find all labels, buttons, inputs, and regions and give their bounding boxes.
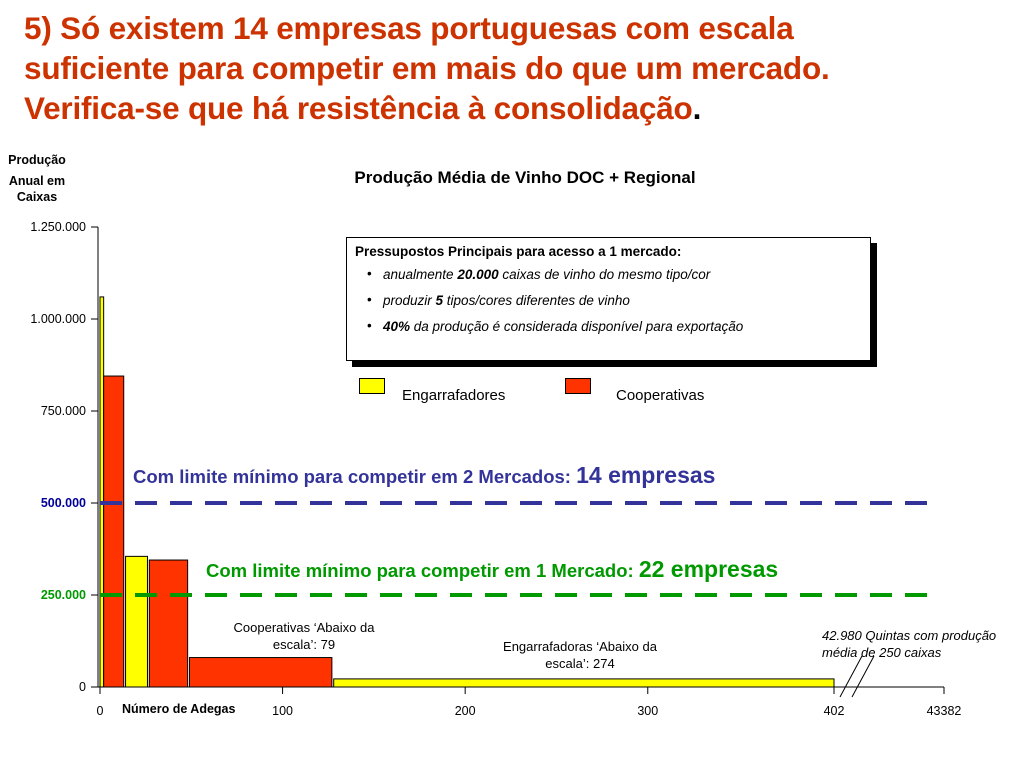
legend-swatch-cooperativas xyxy=(565,378,591,394)
limit-label-1-market: Com limite mínimo para competir em 1 Mer… xyxy=(206,556,779,582)
annotation-coops-below-scale: Cooperativas ‘Abaixo da escala’: 79 xyxy=(233,620,375,652)
bar-cooperativas xyxy=(188,657,333,688)
legend-label-cooperativas: Cooperativas xyxy=(616,387,705,404)
annotation-quintas-line-2: média de 250 caixas xyxy=(822,645,942,660)
legend-label-engarrafadores: Engarrafadores xyxy=(402,387,506,404)
x-tick-label: 100 xyxy=(272,704,293,718)
assumption-item: anualmente 20.000 caixas de vinho do mes… xyxy=(355,266,862,282)
x-tick-label: 43382 xyxy=(927,704,962,718)
y-axis-label: Produção Anual em Caixas xyxy=(0,150,74,205)
title-line-3: Verifica-se que há resistência à consoli… xyxy=(24,90,693,126)
y-axis-label-line: Anual em xyxy=(8,174,66,188)
legend-swatch-engarrafadores xyxy=(359,378,385,394)
x-tick-label: 300 xyxy=(637,704,658,718)
axis-break-mark xyxy=(839,655,863,698)
x-axis-label: Número de Adegas xyxy=(122,702,236,716)
assumptions-title: Pressupostos Principais para acesso a 1 … xyxy=(355,244,682,259)
slide-title: 5) Só existem 14 empresas portuguesas co… xyxy=(24,8,1019,128)
x-tick-label: 0 xyxy=(97,704,104,718)
axis-break-mark xyxy=(851,655,875,698)
bar-engarrafadores xyxy=(333,678,835,688)
x-tick-label: 402 xyxy=(824,704,845,718)
bar-cooperativas xyxy=(103,375,125,688)
assumption-item: 40% da produção é considerada disponível… xyxy=(355,318,862,334)
assumption-item: produzir 5 tipos/cores diferentes de vin… xyxy=(355,292,862,308)
annotation-quintas-line-1: 42.980 Quintas com produção xyxy=(822,628,997,643)
assumptions-box: Pressupostos Principais para acesso a 1 … xyxy=(346,237,871,361)
y-tick-label: 750.000 xyxy=(41,404,86,418)
limit-label-2-markets: Com limite mínimo para competir em 2 Mer… xyxy=(133,462,716,488)
bar-engarrafadores xyxy=(125,555,148,688)
y-axis-label-line: Caixas xyxy=(16,190,58,204)
chart-title: Produção Média de Vinho DOC + Regional xyxy=(354,168,696,187)
title-line-1: 5) Só existem 14 empresas portuguesas co… xyxy=(24,10,794,46)
title-period: . xyxy=(692,90,702,126)
y-tick-label: 1.000.000 xyxy=(30,312,86,326)
y-tick-label: 0 xyxy=(79,680,86,694)
bar-engarrafadores xyxy=(99,296,105,688)
y-tick-label: 1.250.000 xyxy=(30,220,86,234)
title-line-2: suficiente para competir em mais do que … xyxy=(24,50,830,86)
x-tick-label: 200 xyxy=(455,704,476,718)
bar-cooperativas xyxy=(148,559,189,688)
y-axis-label-line: Produção xyxy=(8,153,66,167)
y-tick-label: 250.000 xyxy=(41,588,86,602)
annotation-bottlers-below-scale: Engarrafadoras ‘Abaixo da escala’: 274 xyxy=(503,639,657,671)
y-tick-label: 500.000 xyxy=(41,496,86,510)
